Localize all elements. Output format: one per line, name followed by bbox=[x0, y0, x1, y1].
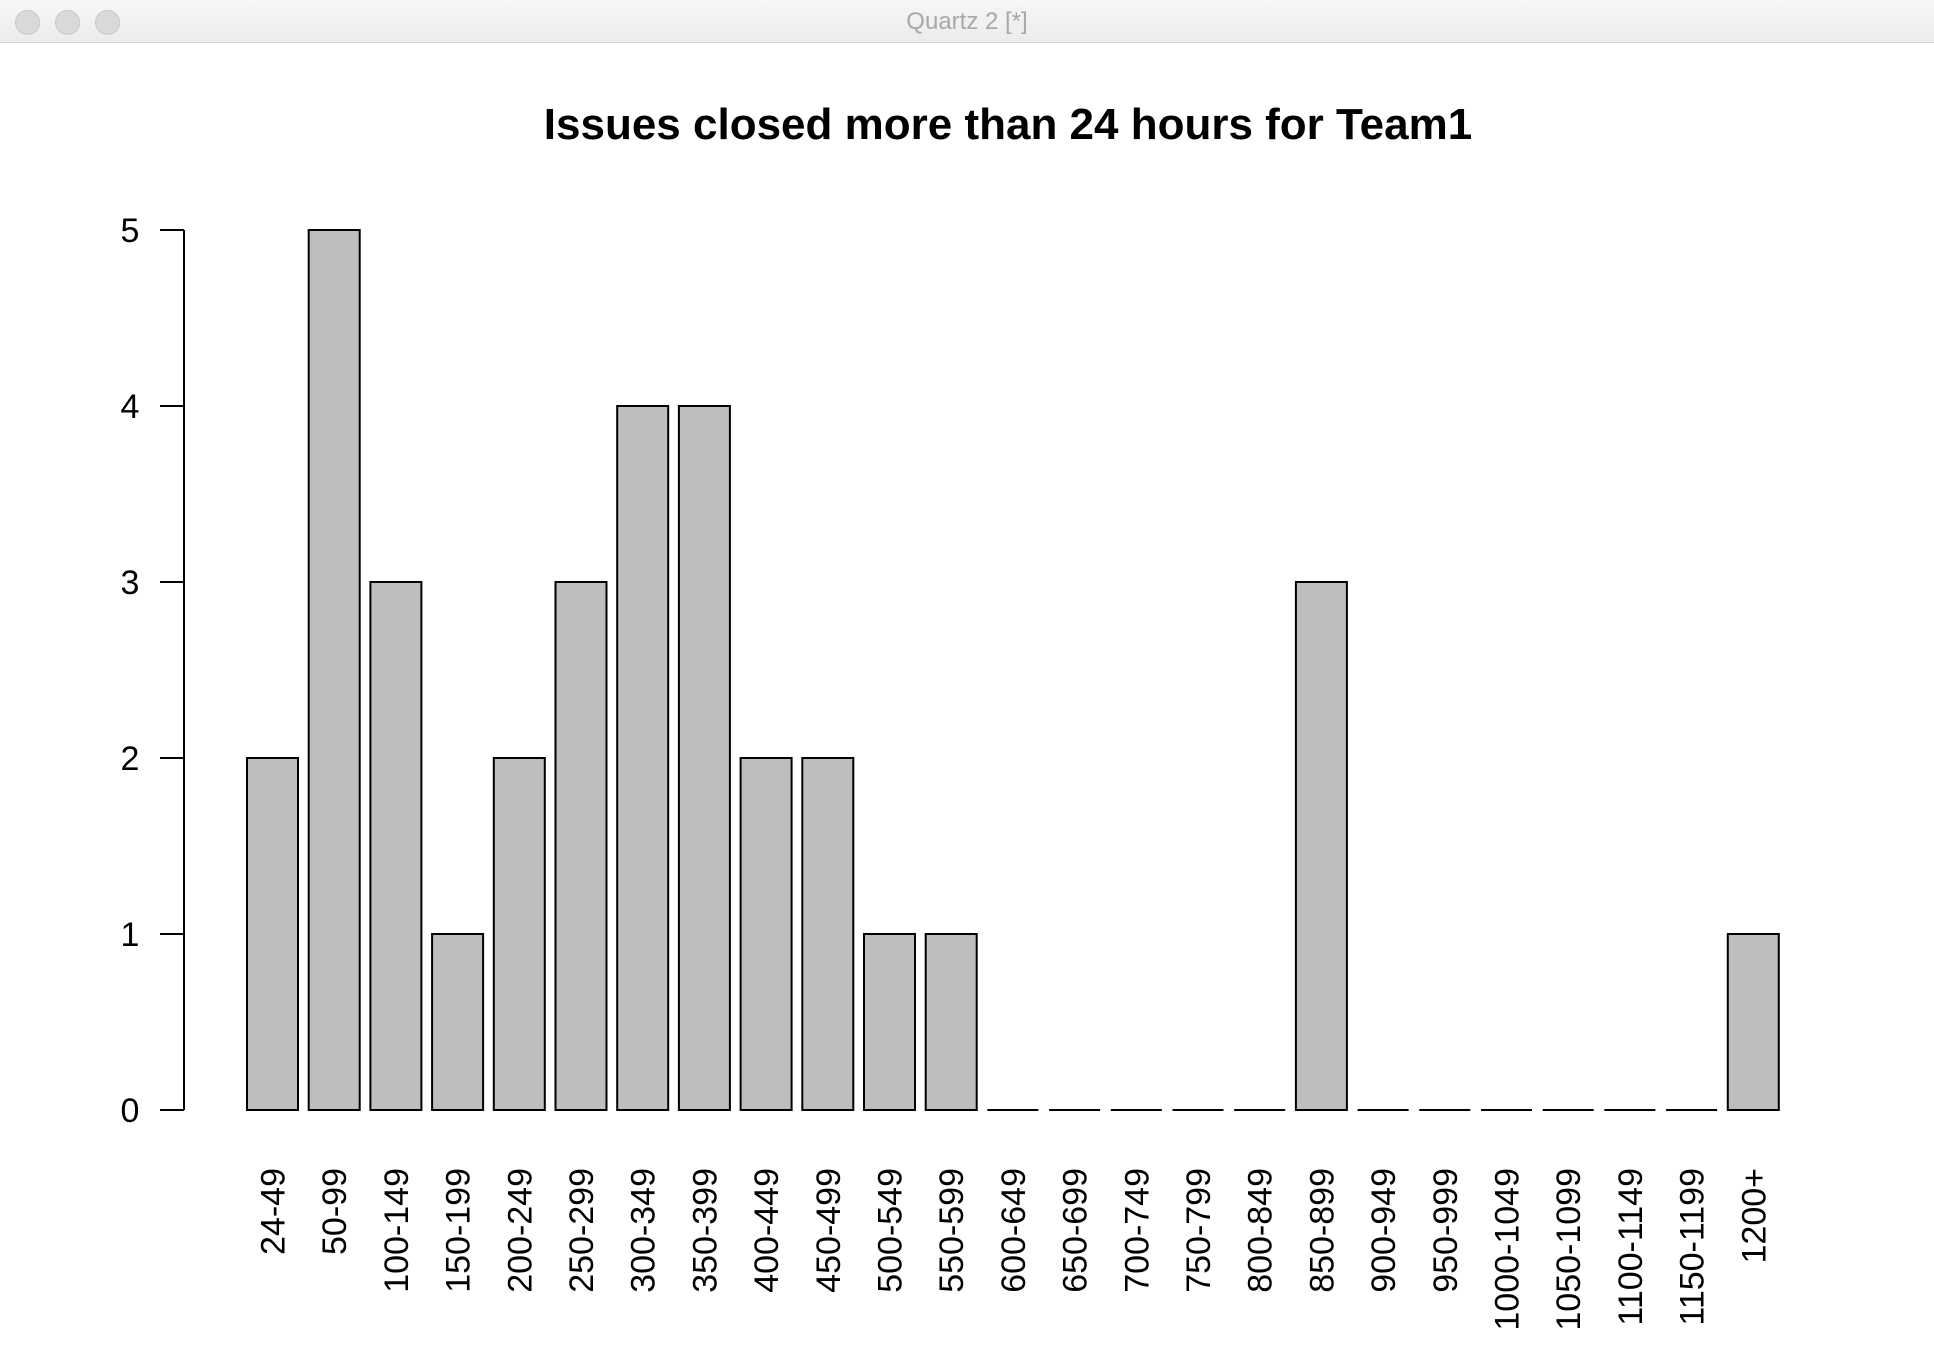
x-tick-label-350-399: 350-399 bbox=[686, 1168, 724, 1293]
x-tick-label-150-199: 150-199 bbox=[440, 1168, 478, 1293]
minimize-window-icon[interactable] bbox=[55, 10, 80, 35]
bar-50-99 bbox=[307, 229, 361, 1111]
bar-500-549 bbox=[863, 933, 916, 1111]
bar-250-299 bbox=[554, 581, 608, 1111]
y-tick-label-1: 1 bbox=[121, 916, 140, 954]
bar-150-199 bbox=[431, 933, 485, 1111]
bar-300-349 bbox=[616, 405, 670, 1111]
bar-200-249 bbox=[492, 757, 546, 1111]
x-tick-label-250-299: 250-299 bbox=[563, 1168, 601, 1293]
x-tick-label-450-499: 450-499 bbox=[810, 1168, 848, 1293]
y-tick-label-2: 2 bbox=[121, 740, 140, 778]
x-tick-label-200-249: 200-249 bbox=[501, 1168, 539, 1293]
bar-1200+ bbox=[1726, 933, 1780, 1111]
title-bar: Quartz 2 [*] bbox=[0, 0, 1934, 43]
x-tick-label-850-899: 850-899 bbox=[1303, 1168, 1341, 1293]
bar-450-499 bbox=[801, 757, 855, 1111]
x-tick-label-500-549: 500-549 bbox=[872, 1168, 910, 1293]
x-tick-label-300-349: 300-349 bbox=[625, 1168, 663, 1293]
y-tick-label-4: 4 bbox=[121, 388, 140, 426]
bar-400-449 bbox=[739, 757, 793, 1111]
bars bbox=[246, 229, 1780, 1111]
x-tick-label-100-149: 100-149 bbox=[378, 1168, 416, 1293]
x-tick-label-950-999: 950-999 bbox=[1427, 1168, 1465, 1293]
x-tick-label-1200+: 1200+ bbox=[1735, 1168, 1773, 1264]
bar-550-599 bbox=[924, 933, 978, 1111]
bar-24-49 bbox=[246, 757, 299, 1111]
y-tick-label-3: 3 bbox=[121, 564, 140, 602]
chart-title: Issues closed more than 24 hours for Tea… bbox=[544, 100, 1472, 149]
bar-850-899 bbox=[1294, 581, 1348, 1111]
x-tick-label-1100-1149: 1100-1149 bbox=[1612, 1168, 1650, 1326]
x-tick-label-700-749: 700-749 bbox=[1118, 1168, 1156, 1293]
x-tick-label-650-699: 650-699 bbox=[1057, 1168, 1095, 1293]
bar-350-399 bbox=[677, 405, 731, 1111]
bar-100-149 bbox=[369, 581, 423, 1111]
x-tick-label-1000-1049: 1000-1049 bbox=[1489, 1168, 1527, 1331]
x-tick-label-400-449: 400-449 bbox=[748, 1168, 786, 1293]
y-tick-label-0: 0 bbox=[121, 1092, 140, 1130]
x-tick-label-600-649: 600-649 bbox=[995, 1168, 1033, 1293]
x-tick-label-1150-1199: 1150-1199 bbox=[1674, 1168, 1712, 1326]
x-tick-label-550-599: 550-599 bbox=[933, 1168, 971, 1293]
x-axis-labels: 24-49 50-99 100-149 150-199 200-249 250-299 30… bbox=[255, 1168, 1774, 1331]
x-tick-label-24-49: 24-49 bbox=[255, 1168, 293, 1255]
x-tick-label-800-849: 800-849 bbox=[1242, 1168, 1280, 1293]
zoom-window-icon[interactable] bbox=[95, 10, 120, 35]
x-tick-label-1050-1099: 1050-1099 bbox=[1550, 1168, 1588, 1331]
window-title: Quartz 2 [*] bbox=[906, 8, 1028, 35]
y-axis-ticks: 0 1 2 3 4 5 bbox=[121, 212, 184, 1130]
x-tick-label-750-799: 750-799 bbox=[1180, 1168, 1218, 1293]
plot-area: Issues closed more than 24 hours for Tea… bbox=[0, 43, 1934, 1350]
y-tick-label-5: 5 bbox=[121, 212, 140, 250]
x-tick-label-50-99: 50-99 bbox=[316, 1168, 354, 1255]
bar-chart: Issues closed more than 24 hours for Tea… bbox=[121, 100, 1780, 1331]
close-window-icon[interactable] bbox=[15, 10, 40, 35]
x-tick-label-900-949: 900-949 bbox=[1365, 1168, 1403, 1293]
